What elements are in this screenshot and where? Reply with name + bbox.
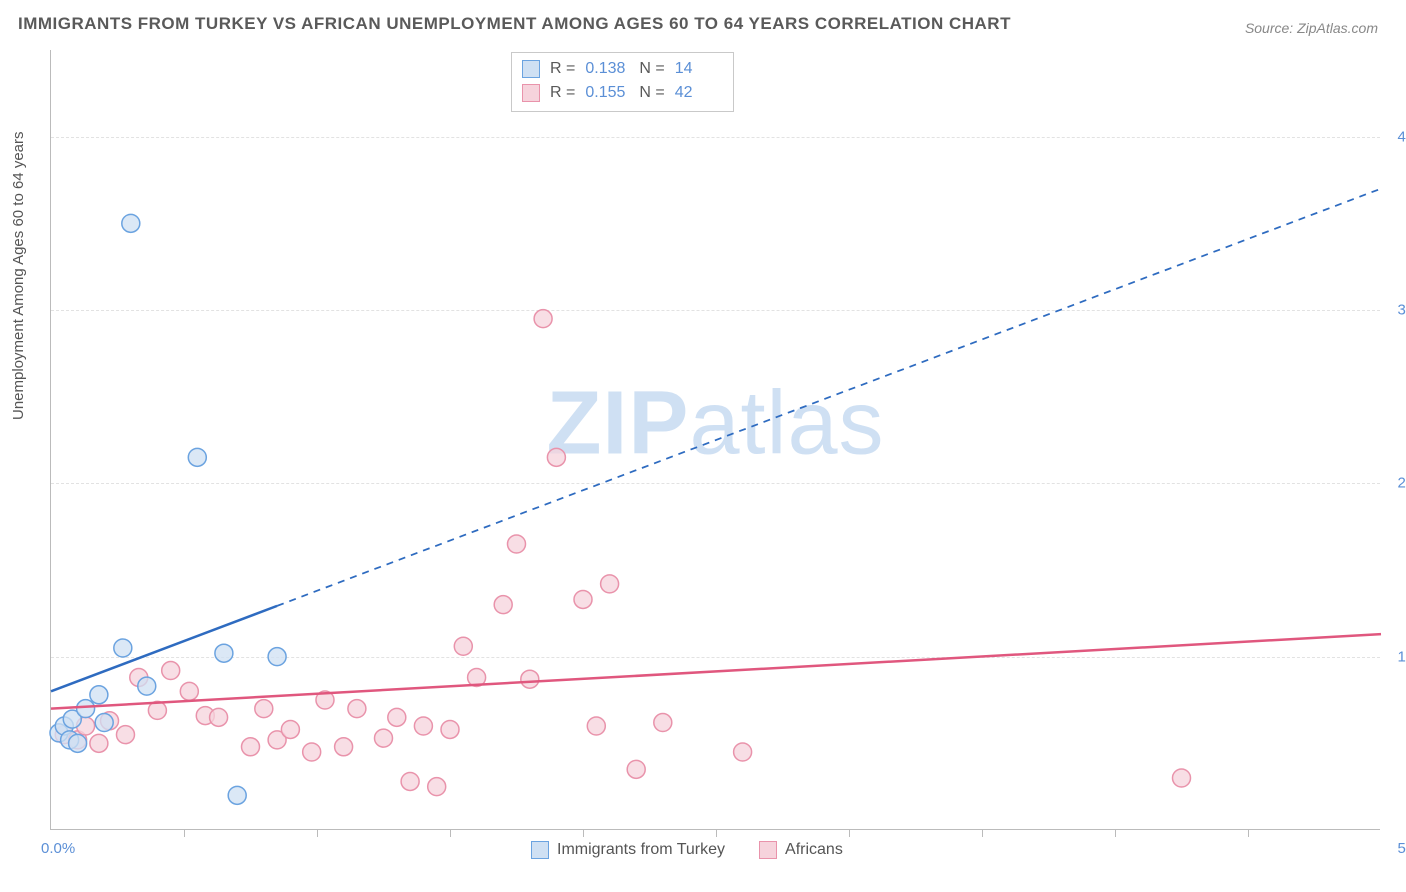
data-point-turkey xyxy=(138,677,156,695)
data-point-africans xyxy=(414,717,432,735)
data-point-turkey xyxy=(188,448,206,466)
data-point-africans xyxy=(574,590,592,608)
y-tick-label: 10.0% xyxy=(1397,648,1406,665)
data-point-africans xyxy=(281,720,299,738)
regression-line-dashed-turkey xyxy=(277,189,1381,606)
bottom-legend: Immigrants from Turkey Africans xyxy=(531,841,843,859)
x-tick xyxy=(849,829,850,837)
data-point-africans xyxy=(242,738,260,756)
data-point-africans xyxy=(654,714,672,732)
data-point-africans xyxy=(627,760,645,778)
chart-title: IMMIGRANTS FROM TURKEY VS AFRICAN UNEMPL… xyxy=(18,14,1011,34)
swatch-turkey xyxy=(522,60,540,78)
stat-legend: R = 0.138 N = 14 R = 0.155 N = 42 xyxy=(511,52,734,112)
x-origin-label: 0.0% xyxy=(41,840,75,857)
data-point-africans xyxy=(428,778,446,796)
source-label: Source: xyxy=(1245,20,1293,36)
n-label: N = xyxy=(639,57,664,81)
data-point-africans xyxy=(441,720,459,738)
r-value-turkey: 0.138 xyxy=(585,57,629,81)
swatch-africans xyxy=(522,84,540,102)
x-tick xyxy=(1115,829,1116,837)
plot-area: ZIPatlas 10.0%20.0%30.0%40.0% 0.0% 50.0%… xyxy=(50,50,1380,830)
data-point-africans xyxy=(303,743,321,761)
data-point-africans xyxy=(375,729,393,747)
data-point-africans xyxy=(180,682,198,700)
legend-item-africans: Africans xyxy=(759,841,843,859)
r-label: R = xyxy=(550,57,575,81)
legend-item-turkey: Immigrants from Turkey xyxy=(531,841,725,859)
data-point-africans xyxy=(734,743,752,761)
data-point-africans xyxy=(401,772,419,790)
data-point-turkey xyxy=(69,734,87,752)
data-point-africans xyxy=(162,662,180,680)
y-tick-label: 20.0% xyxy=(1397,475,1406,492)
x-tick xyxy=(450,829,451,837)
n-label: N = xyxy=(639,81,664,105)
x-tick xyxy=(184,829,185,837)
y-tick-label: 30.0% xyxy=(1397,302,1406,319)
x-tick xyxy=(583,829,584,837)
data-point-turkey xyxy=(228,786,246,804)
x-max-label: 50.0% xyxy=(1397,840,1406,857)
y-tick-label: 40.0% xyxy=(1397,128,1406,145)
x-tick xyxy=(716,829,717,837)
data-point-africans xyxy=(521,670,539,688)
stat-row-turkey: R = 0.138 N = 14 xyxy=(522,57,719,81)
data-point-africans xyxy=(534,310,552,328)
chart-svg xyxy=(51,50,1380,829)
data-point-africans xyxy=(508,535,526,553)
swatch-turkey xyxy=(531,841,549,859)
r-label: R = xyxy=(550,81,575,105)
r-value-africans: 0.155 xyxy=(585,81,629,105)
source-value: ZipAtlas.com xyxy=(1297,20,1378,36)
legend-label-africans: Africans xyxy=(785,841,843,859)
stat-row-africans: R = 0.155 N = 42 xyxy=(522,81,719,105)
regression-line-africans xyxy=(51,634,1381,709)
data-point-africans xyxy=(255,700,273,718)
data-point-africans xyxy=(90,734,108,752)
data-point-turkey xyxy=(215,644,233,662)
legend-label-turkey: Immigrants from Turkey xyxy=(557,841,725,859)
x-tick xyxy=(982,829,983,837)
data-point-turkey xyxy=(268,648,286,666)
x-tick xyxy=(1248,829,1249,837)
data-point-turkey xyxy=(114,639,132,657)
data-point-turkey xyxy=(122,214,140,232)
data-point-africans xyxy=(116,726,134,744)
n-value-africans: 42 xyxy=(675,81,719,105)
data-point-africans xyxy=(335,738,353,756)
data-point-africans xyxy=(587,717,605,735)
data-point-africans xyxy=(494,596,512,614)
data-point-africans xyxy=(348,700,366,718)
data-point-turkey xyxy=(95,714,113,732)
data-point-turkey xyxy=(90,686,108,704)
data-point-africans xyxy=(210,708,228,726)
data-point-africans xyxy=(601,575,619,593)
swatch-africans xyxy=(759,841,777,859)
source-attribution: Source: ZipAtlas.com xyxy=(1245,20,1378,36)
data-point-africans xyxy=(454,637,472,655)
x-tick xyxy=(317,829,318,837)
y-axis-label: Unemployment Among Ages 60 to 64 years xyxy=(10,131,27,420)
data-point-turkey xyxy=(77,700,95,718)
n-value-turkey: 14 xyxy=(675,57,719,81)
regression-line-turkey xyxy=(51,606,277,691)
data-point-africans xyxy=(1173,769,1191,787)
data-point-africans xyxy=(388,708,406,726)
data-point-africans xyxy=(547,448,565,466)
